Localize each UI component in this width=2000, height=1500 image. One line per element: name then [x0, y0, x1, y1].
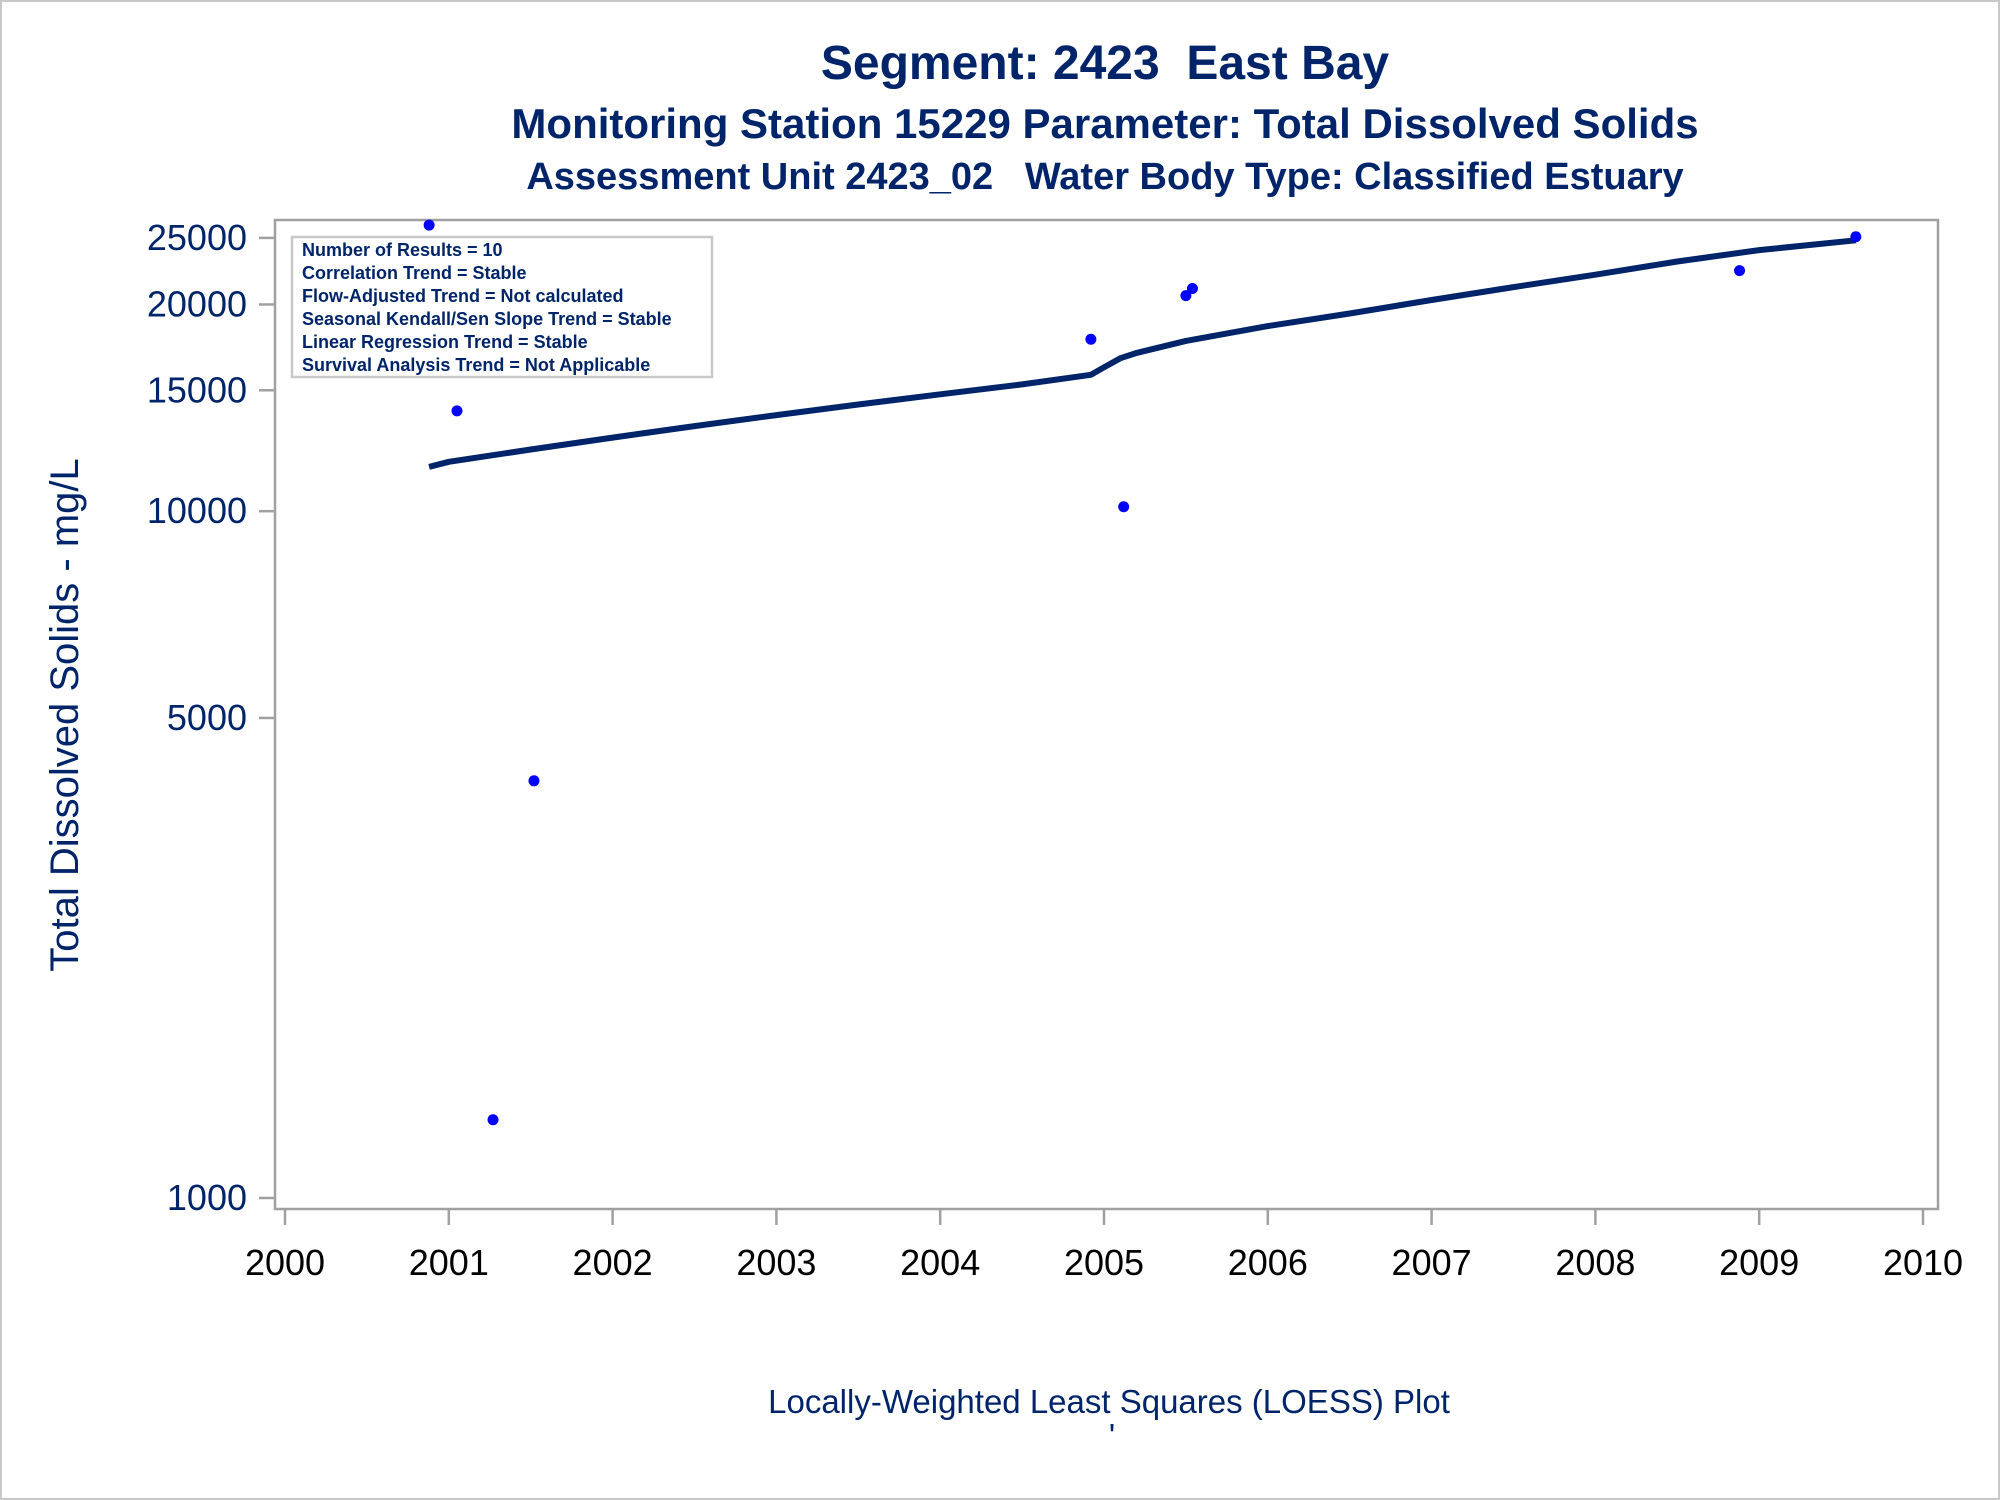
y-tick-label-20000: 20000 — [147, 283, 247, 324]
x-tick-label-2006: 2006 — [1228, 1242, 1308, 1283]
chart-subtitle-assessment: Assessment Unit 2423_02 Water Body Type:… — [526, 156, 1684, 198]
trend-summary-box: Number of Results = 10 Correlation Trend … — [290, 235, 714, 379]
x-tick-label-2004: 2004 — [900, 1242, 980, 1283]
x-tick-label-2002: 2002 — [573, 1242, 653, 1283]
data-point — [1118, 501, 1130, 513]
footnote: Locally-Weighted Least Squares (LOESS) P… — [768, 1383, 1450, 1420]
data-point — [451, 405, 463, 417]
x-tick-label-2000: 2000 — [245, 1242, 325, 1283]
trend-summary-line: Correlation Trend = Stable — [302, 263, 527, 283]
plot-area-frame — [273, 218, 1940, 1211]
y-axis-title: Total Dissolved Solids - mg/L — [43, 458, 87, 972]
chart-title: Segment: 2423 East Bay — [820, 37, 1390, 90]
x-tick-label-2005: 2005 — [1064, 1242, 1144, 1283]
y-tick-label-1000: 1000 — [167, 1177, 247, 1218]
x-tick-label-2009: 2009 — [1719, 1242, 1799, 1283]
data-point — [1850, 231, 1862, 243]
trend-summary-line: Flow-Adjusted Trend = Not calculated — [302, 286, 624, 306]
trend-summary-frame — [290, 235, 714, 379]
y-tick-label-25000: 25000 — [147, 217, 247, 258]
data-point — [423, 219, 435, 231]
y-tick-label-15000: 15000 — [147, 369, 247, 410]
trend-summary-line: Linear Regression Trend = Stable — [302, 332, 588, 352]
trend-summary-line: Number of Results = 10 — [302, 240, 503, 260]
y-tick-label-5000: 5000 — [167, 697, 247, 738]
data-point — [1186, 282, 1198, 294]
x-tick-label-2001: 2001 — [409, 1242, 489, 1283]
x-axis: 2000 2001 2002 2003 2004 2005 2006 2007 2008 2009… — [245, 1209, 1963, 1283]
y-tick-label-10000: 10000 — [147, 490, 247, 531]
data-points-group — [423, 219, 1862, 1126]
data-point — [528, 775, 540, 787]
data-point — [1734, 265, 1746, 277]
trend-summary-line: Seasonal Kendall/Sen Slope Trend = Stabl… — [302, 309, 672, 329]
loess-line-group — [428, 237, 1857, 470]
trend-summary-line: Survival Analysis Trend = Not Applicable — [302, 355, 650, 375]
data-point — [1085, 333, 1097, 345]
x-tick-label-2008: 2008 — [1555, 1242, 1635, 1283]
data-point — [1180, 290, 1192, 302]
y-axis: 1000 5000 10000 15000 20000 25000 — [147, 217, 275, 1218]
x-tick-label-2003: 2003 — [736, 1242, 816, 1283]
data-point — [487, 1114, 499, 1126]
x-tick-label-2010: 2010 — [1883, 1242, 1963, 1283]
footnote-mark: ' — [1109, 1417, 1115, 1454]
chart-subtitle-station: Monitoring Station 15229 Parameter: Tota… — [511, 100, 1699, 147]
x-tick-label-2007: 2007 — [1392, 1242, 1472, 1283]
loess-trend-line — [428, 237, 1857, 470]
